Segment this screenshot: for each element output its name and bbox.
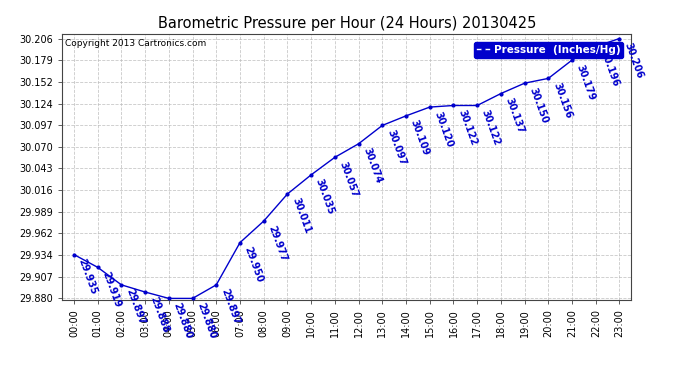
Line: Pressure  (Inches/Hg): Pressure (Inches/Hg) [71, 36, 622, 301]
Pressure  (Inches/Hg) [402, 114, 410, 118]
Text: Copyright 2013 Cartronics.com: Copyright 2013 Cartronics.com [65, 39, 206, 48]
Pressure  (Inches/Hg) [141, 290, 149, 294]
Text: 29.919: 29.919 [101, 270, 123, 309]
Text: 30.035: 30.035 [314, 178, 336, 216]
Text: 30.074: 30.074 [362, 147, 384, 185]
Text: 30.122: 30.122 [456, 108, 478, 147]
Pressure  (Inches/Hg) [236, 240, 244, 245]
Pressure  (Inches/Hg) [70, 252, 78, 257]
Text: 30.150: 30.150 [527, 86, 550, 124]
Text: 30.179: 30.179 [575, 63, 597, 102]
Text: 30.156: 30.156 [551, 81, 573, 120]
Pressure  (Inches/Hg) [449, 103, 457, 108]
Text: 30.122: 30.122 [480, 108, 502, 147]
Pressure  (Inches/Hg) [568, 58, 576, 62]
Text: 29.950: 29.950 [243, 245, 265, 284]
Text: 29.935: 29.935 [77, 257, 99, 296]
Title: Barometric Pressure per Hour (24 Hours) 20130425: Barometric Pressure per Hour (24 Hours) … [157, 16, 536, 31]
Pressure  (Inches/Hg) [94, 265, 102, 270]
Pressure  (Inches/Hg) [259, 219, 268, 224]
Pressure  (Inches/Hg) [331, 155, 339, 159]
Text: 30.137: 30.137 [504, 96, 526, 135]
Pressure  (Inches/Hg) [117, 283, 126, 287]
Pressure  (Inches/Hg) [615, 36, 624, 41]
Pressure  (Inches/Hg) [284, 192, 292, 196]
Text: 30.097: 30.097 [385, 128, 407, 167]
Text: 30.206: 30.206 [622, 41, 644, 80]
Text: 29.897: 29.897 [219, 288, 241, 326]
Pressure  (Inches/Hg) [473, 103, 482, 108]
Legend: Pressure  (Inches/Hg): Pressure (Inches/Hg) [474, 42, 623, 58]
Pressure  (Inches/Hg) [378, 123, 386, 128]
Pressure  (Inches/Hg) [591, 44, 600, 49]
Text: 30.011: 30.011 [290, 197, 313, 236]
Pressure  (Inches/Hg) [188, 296, 197, 301]
Pressure  (Inches/Hg) [355, 141, 363, 146]
Text: 29.880: 29.880 [195, 301, 217, 340]
Pressure  (Inches/Hg) [497, 91, 505, 96]
Pressure  (Inches/Hg) [307, 172, 315, 177]
Text: 30.057: 30.057 [337, 160, 360, 199]
Text: 30.109: 30.109 [408, 118, 431, 157]
Pressure  (Inches/Hg) [165, 296, 173, 301]
Pressure  (Inches/Hg) [426, 105, 434, 110]
Text: 29.880: 29.880 [172, 301, 194, 340]
Pressure  (Inches/Hg) [544, 76, 553, 81]
Text: 29.977: 29.977 [266, 224, 288, 262]
Text: 29.897: 29.897 [124, 288, 146, 326]
Pressure  (Inches/Hg) [212, 283, 220, 287]
Text: 30.120: 30.120 [433, 110, 455, 148]
Pressure  (Inches/Hg) [520, 81, 529, 86]
Text: 30.196: 30.196 [598, 49, 621, 88]
Text: 29.888: 29.888 [148, 295, 170, 334]
